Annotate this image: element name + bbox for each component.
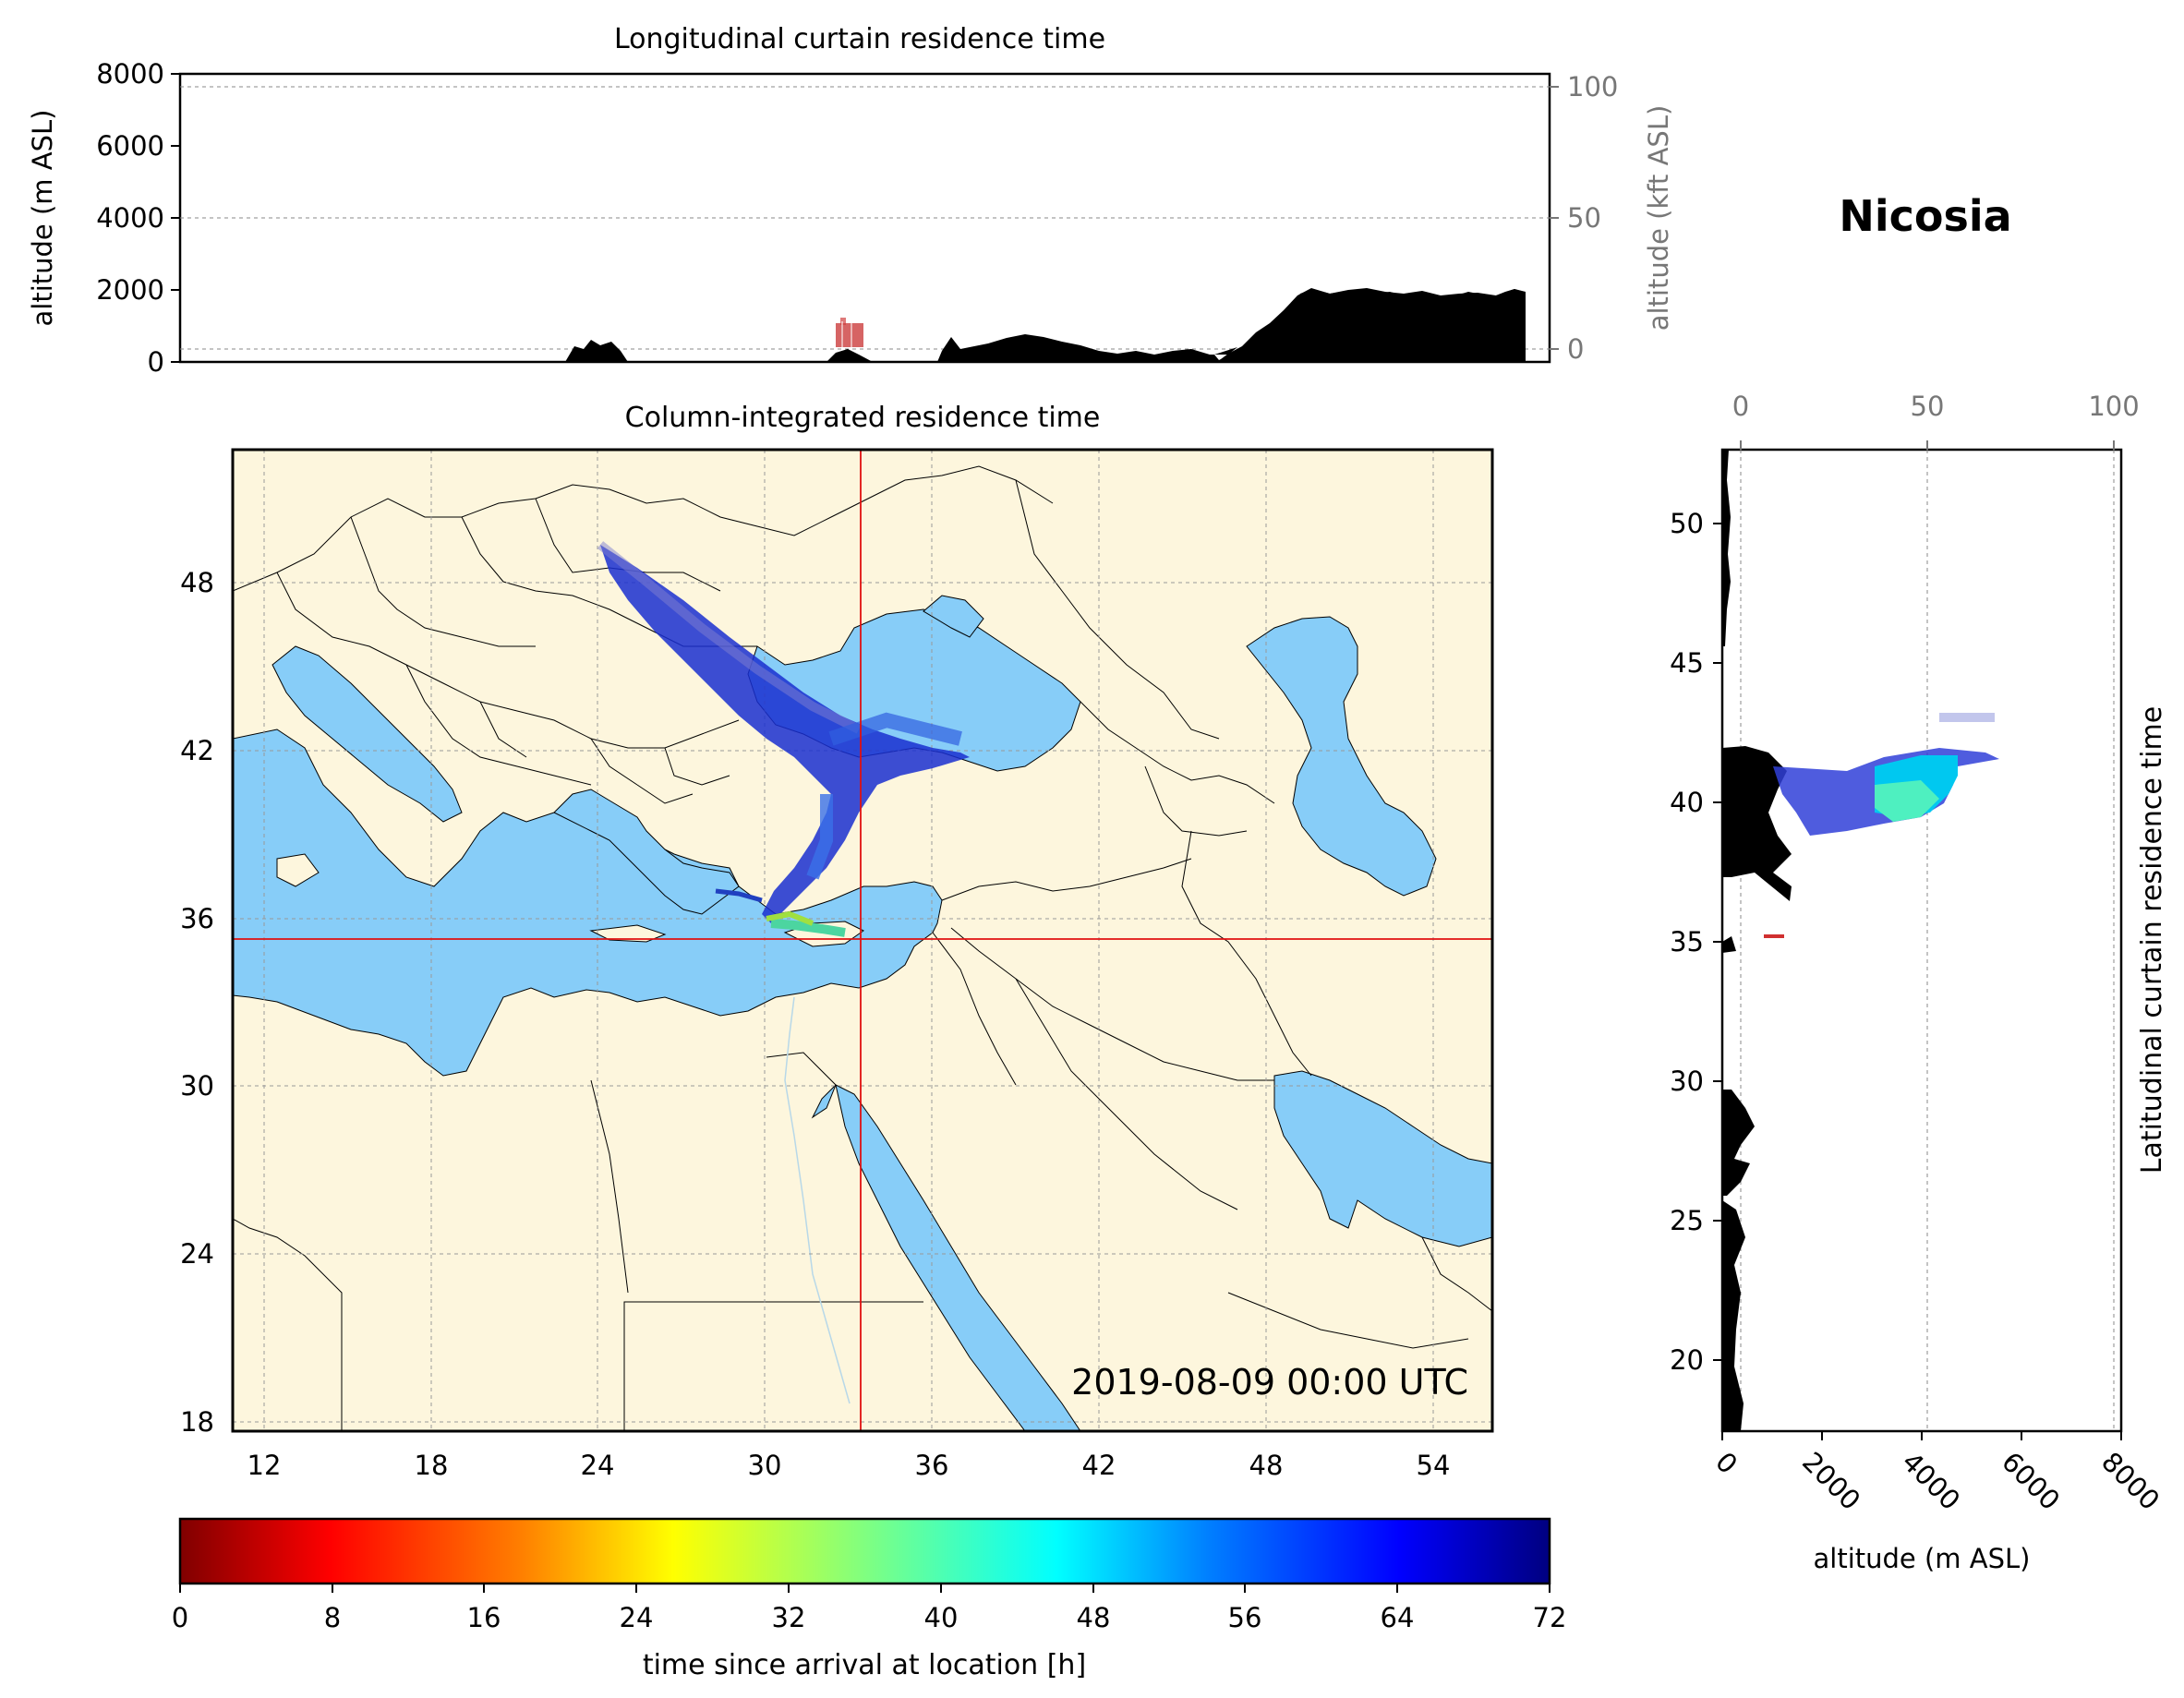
map-ytick-label: 42 [180,735,214,766]
right-xtick-label: 2000 [1796,1446,1866,1516]
right-xlabel: altitude (m ASL) [1814,1543,2031,1574]
top-panel-terrain-fill [1217,288,1526,362]
colorbar-tick-label: 48 [1077,1602,1111,1633]
colorbar-tick-label: 64 [1381,1602,1415,1633]
right-panel-frame [1720,448,2123,1433]
map-panel: Column-integrated residence time [180,402,1494,1481]
map-xtick-label: 48 [1249,1450,1284,1481]
right-ytick-label: 35 [1670,926,1704,957]
top-ytick-right-label: 50 [1567,202,1601,234]
top-ytick-label: 8000 [96,58,164,90]
top-ytick-label: 4000 [96,202,164,234]
right-panel-grid [1740,450,2115,1431]
colorbar-tick-label: 32 [772,1602,806,1633]
map-xtick-label: 18 [415,1450,449,1481]
map-xtick-label: 42 [1082,1450,1116,1481]
colorbar-tick-label: 0 [172,1602,188,1633]
colorbar-tick-label: 56 [1228,1602,1262,1633]
right-panel-title: Latitudinal curtain residence time [2136,706,2168,1174]
map-panel-title: Column-integrated residence time [625,402,1101,434]
map-xtick-label: 54 [1417,1450,1451,1481]
right-ytick-label: 30 [1670,1066,1704,1097]
right-xtick-top-label: 100 [2088,391,2139,422]
right-xtick-label: 0 [1709,1446,1744,1480]
map-borders [233,465,1492,1431]
right-ytick-label: 50 [1670,508,1704,539]
map-xtick-label: 24 [581,1450,615,1481]
top-ytick-label: 6000 [96,130,164,162]
colorbar-tick-label: 16 [467,1602,501,1633]
map-ytick-label: 36 [180,903,214,934]
right-xtick-top-label: 50 [1911,391,1945,422]
right-xtick-label: 6000 [1996,1446,2066,1516]
map-residence-plume [597,541,970,937]
colorbar-tick-label: 24 [620,1602,654,1633]
top-panel-residence-blob [836,318,863,349]
map-ytick-label: 30 [180,1070,214,1102]
map-ytick-label: 18 [180,1406,214,1438]
map-xtick-label: 30 [748,1450,782,1481]
map-ytick-label: 48 [180,567,214,598]
top-ytick-label: 0 [148,346,164,378]
map-xtick-label: 36 [915,1450,949,1481]
latitudinal-curtain-panel: 20 25 30 35 40 45 50 0 2000 4000 6000 80… [1670,391,2168,1574]
map-ytick-label: 24 [180,1238,214,1270]
colorbar-tick-label: 40 [924,1602,959,1633]
map-grid [233,450,1492,1431]
colorbar: 0 8 16 24 32 40 48 56 64 72 time since a… [172,1517,1567,1681]
colorbar-tick-label: 8 [324,1602,341,1633]
longitudinal-curtain-panel: Longitudinal curtain residence time 0 [27,23,1674,378]
right-xtick-label: 4000 [1896,1446,1966,1516]
map-location-crosshair [233,450,1492,1431]
right-ytick-label: 40 [1670,787,1704,818]
colorbar-gradient [178,1517,1551,1585]
right-panel-terrain [1722,450,1792,1431]
map-xtick-label: 12 [247,1450,282,1481]
location-title: Nicosia [1839,191,2011,241]
right-ytick-label: 25 [1670,1205,1704,1236]
top-panel-yaxis-right [1550,86,1559,350]
map-river [784,996,851,1404]
top-ylabel: altitude (m ASL) [27,110,58,327]
colorbar-label: time since arrival at location [h] [643,1649,1086,1681]
top-ylabel-right: altitude (kft ASL) [1643,105,1674,331]
right-panel-residence-blob [1764,713,1999,938]
map-frame [231,448,1494,1433]
colorbar-tick-label: 72 [1533,1602,1567,1633]
top-panel-title: Longitudinal curtain residence time [614,23,1105,55]
top-ytick-label: 2000 [96,274,164,306]
right-ytick-label: 20 [1670,1344,1704,1376]
right-xtick-top-label: 0 [1732,391,1749,422]
map-timestamp: 2019-08-09 00:00 UTC [1071,1362,1468,1403]
right-ytick-label: 45 [1670,647,1704,679]
right-xtick-label: 8000 [2095,1446,2166,1516]
top-ytick-right-label: 100 [1567,71,1618,102]
top-ytick-right-label: 0 [1567,333,1584,365]
top-panel-yaxis-left [171,73,180,363]
